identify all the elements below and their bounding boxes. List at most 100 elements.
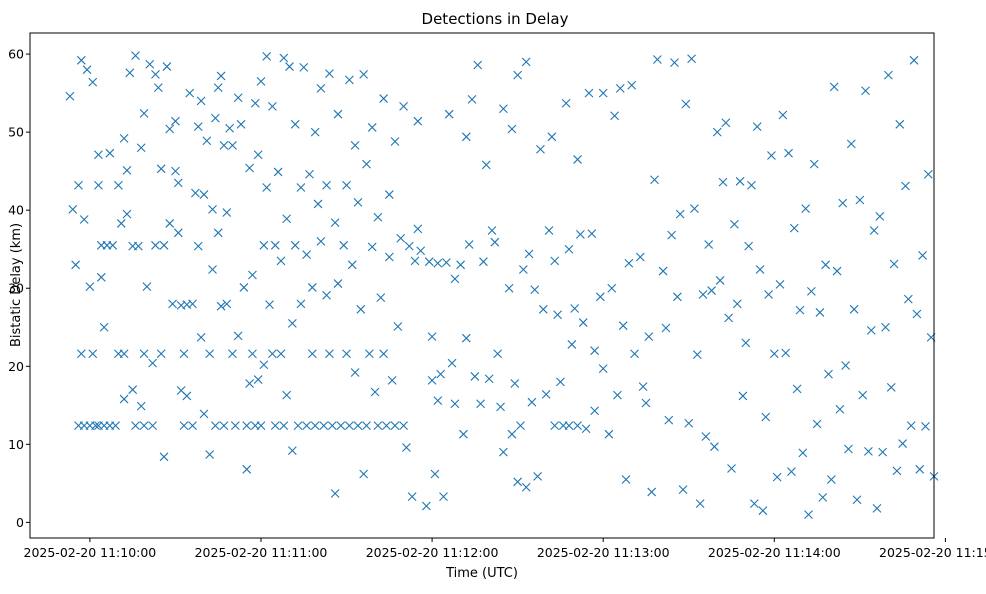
data-point [404,241,414,251]
data-point [242,421,252,430]
data-point [287,446,297,455]
x-tick-label: 2025-02-20 11:15:00 [879,545,986,560]
data-point [789,223,799,233]
data-point [345,421,354,430]
data-point [210,421,220,430]
data-point [367,242,377,252]
data-point [578,318,588,327]
data-point [832,266,842,276]
data-point [105,148,115,158]
data-point [270,421,280,430]
x-axis-label: Time (UTC) [445,566,518,581]
data-point [173,228,183,238]
data-point [852,495,862,505]
data-point [498,104,508,114]
data-point [302,250,312,260]
data-point [345,75,354,85]
data-point [265,300,274,310]
x-axis: 2025-02-20 11:10:00 2025-02-20 11:11:00 20… [24,538,986,560]
data-point [250,98,260,108]
data-point [627,80,637,90]
data-point [652,55,662,64]
data-point [131,51,140,61]
data-point [416,246,426,256]
data-point [94,180,103,190]
data-point [94,150,103,160]
data-point [875,212,885,221]
data-point [772,472,782,482]
data-point [898,439,908,448]
data-point [450,274,460,284]
data-point [721,118,731,128]
data-point [818,493,828,502]
data-point [430,469,440,479]
data-point [148,421,158,430]
data-point [461,132,471,142]
data-point [230,421,240,430]
data-point [245,163,254,173]
data-point [347,260,357,270]
data-point [564,244,574,254]
y-axis: 0 10 20 30 40 50 60 [8,47,30,530]
data-point [307,283,317,292]
data-point [282,214,292,224]
data-point [573,421,582,430]
data-point [162,62,172,71]
data-point [553,310,562,320]
data-point [678,485,688,494]
data-point [638,382,648,391]
x-tick-label: 2025-02-20 11:10:00 [24,545,157,560]
data-point [210,113,220,123]
data-point [812,419,822,429]
data-point [496,402,505,412]
data-point [330,218,340,228]
data-point [504,283,514,293]
data-point [881,322,890,332]
data-point [205,349,215,359]
data-point [732,299,742,309]
data-point [88,349,98,359]
data-point [704,240,714,249]
data-point [350,368,360,377]
data-point [641,398,651,408]
data-point [923,169,933,179]
data-point [516,421,525,430]
data-point [279,421,289,430]
data-point [889,259,899,269]
data-point [684,418,694,428]
data-point [647,487,657,497]
data-point [245,379,254,388]
data-point [362,159,371,169]
data-point [809,159,819,169]
data-point [872,503,882,513]
data-point [222,208,232,217]
data-point [461,333,471,343]
data-point [493,349,503,359]
data-point [844,444,853,454]
data-point [912,309,922,319]
data-point [886,382,896,392]
data-point [333,279,343,288]
data-point [470,372,480,381]
data-point [213,228,223,238]
data-point [228,349,237,359]
data-point [538,304,548,314]
data-point [769,349,779,359]
data-point [752,122,762,132]
data-point [191,188,200,198]
data-point [85,282,95,292]
y-tick-label: 50 [8,125,24,140]
data-point [866,325,876,335]
data-point [635,252,645,262]
data-point [561,98,571,108]
data-point [188,421,197,430]
data-point [339,240,349,250]
data-point [413,116,423,126]
data-point [550,256,560,266]
data-point [131,421,140,430]
data-point [65,91,75,101]
data-point [692,350,702,359]
data-point [747,180,756,190]
data-point [518,265,528,274]
data-point [624,258,634,268]
